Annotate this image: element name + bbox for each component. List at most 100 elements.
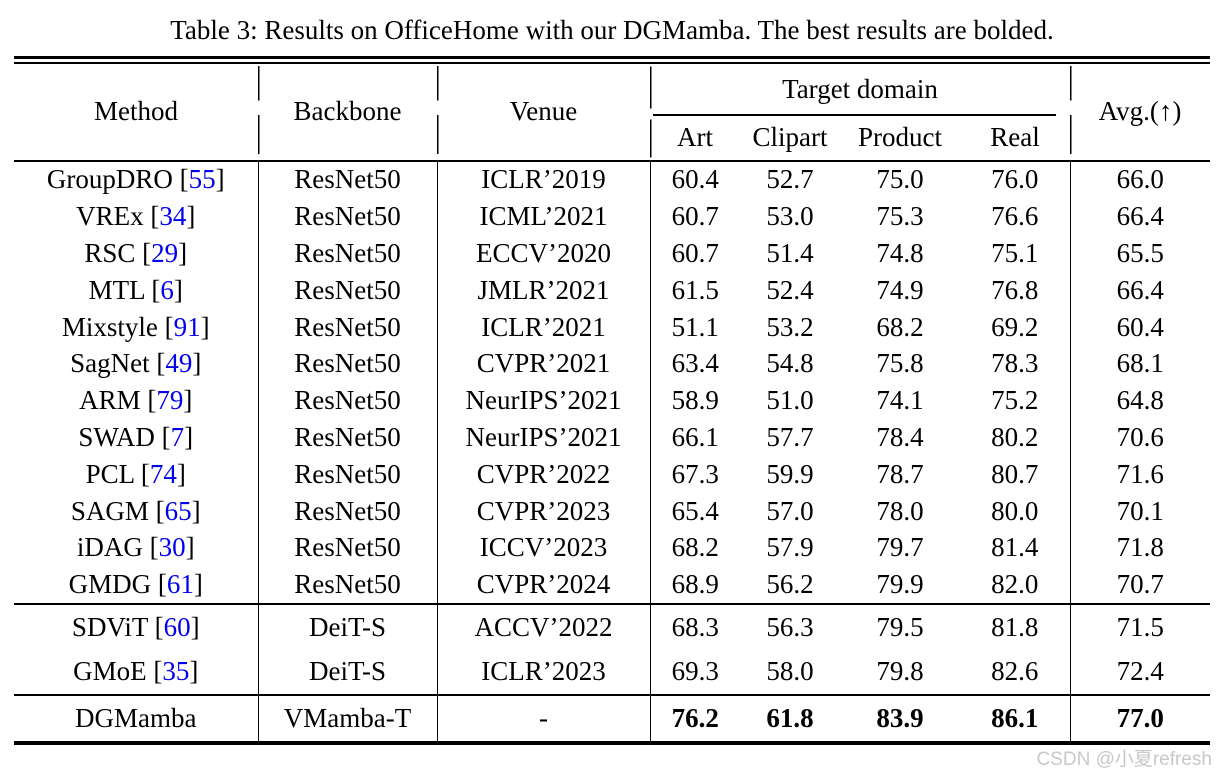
rule-top-line-2 <box>14 61 1210 64</box>
cell-real: 80.2 <box>991 421 1039 452</box>
cell-backbone: ResNet50 <box>257 455 437 493</box>
citation-link[interactable]: 6 <box>160 274 174 305</box>
cell-venue: ICLR’2023 <box>436 649 650 696</box>
cell-avg: 72.4 <box>1069 649 1211 696</box>
cell-real: 82.6 <box>991 656 1039 687</box>
citation-link[interactable]: 49 <box>165 348 193 379</box>
citation-link[interactable]: 30 <box>158 532 186 563</box>
cell-product: 83.9 <box>840 694 960 746</box>
cell-avg: 77.0 <box>1069 694 1211 746</box>
citation-link[interactable]: 7 <box>170 421 185 452</box>
cell-art: 60.7 <box>649 198 740 236</box>
citation-link[interactable]: 79 <box>156 385 184 416</box>
citation-link[interactable]: 35 <box>162 656 190 687</box>
cell-avg: 65.5 <box>1069 235 1211 272</box>
col-header-target-domain: Target domain <box>650 63 1071 116</box>
cell-avg: 70.6 <box>1069 419 1211 456</box>
cell-backbone: ResNet50 <box>257 492 437 530</box>
cell-art: 60.7 <box>649 235 740 272</box>
cell-real: 76.6 <box>991 201 1039 232</box>
header-row-1: Method Backbone Venue Target domain Avg.… <box>14 63 1211 162</box>
cell-art: 68.9 <box>649 566 740 605</box>
cell-backbone: ResNet50 <box>257 308 437 346</box>
table-row: SAGM [65] ResNet50 CVPR’2023 65.4 57.0 78.0 80… <box>14 492 1211 530</box>
col-header-clipart: Clipart <box>740 115 840 162</box>
table-caption: Table 3: Results on OfficeHome with our … <box>170 15 1054 45</box>
cell-method: SAGM [65] <box>70 495 201 526</box>
cell-method: VREx [34] <box>76 201 196 232</box>
table-row: ARM [79] ResNet50 NeurIPS’2021 58.9 51.0 74.1… <box>14 382 1211 420</box>
citation-link[interactable]: 91 <box>173 311 201 342</box>
table-row: Mixstyle [91] ResNet50 ICLR’2021 51.1 53.2 68… <box>14 308 1211 346</box>
table-row: iDAG [30] ResNet50 ICCV’2023 68.2 57.9 79.7 81… <box>14 529 1211 567</box>
cell-product: 78.4 <box>876 421 924 452</box>
cell-clipart: 56.2 <box>766 569 814 600</box>
cell-art: 66.1 <box>649 419 740 456</box>
cell-product: 75.0 <box>840 159 960 199</box>
cell-real: 75.2 <box>991 385 1039 416</box>
cell-method: SagNet [49] <box>70 348 202 379</box>
citation-link[interactable]: 61 <box>166 569 194 600</box>
citation-link[interactable]: 65 <box>164 495 192 526</box>
table-row: GMDG [61] ResNet50 CVPR’2024 68.9 56.2 79.9 82… <box>14 566 1211 605</box>
cell-art: 68.3 <box>649 603 740 650</box>
citation-link[interactable]: 55 <box>188 164 216 195</box>
cell-method: MTL [6] <box>88 274 183 305</box>
cell-clipart: 59.9 <box>766 458 814 489</box>
cell-method: GMDG [61] <box>68 569 203 600</box>
cell-product: 74.8 <box>876 237 924 268</box>
cell-method: SDViT [60] <box>14 603 258 650</box>
cell-real: 80.0 <box>991 495 1039 526</box>
cell-product: 79.5 <box>840 603 960 650</box>
cell-real: 78.3 <box>991 348 1039 379</box>
cell-product: 79.9 <box>876 569 924 600</box>
cell-venue: ICLR’2021 <box>436 308 650 346</box>
cell-clipart: 57.9 <box>766 532 814 563</box>
cell-avg: 71.6 <box>1069 455 1211 493</box>
cell-art: 67.3 <box>649 455 740 493</box>
cell-real: 76.8 <box>991 274 1039 305</box>
col-header-real: Real <box>960 115 1071 162</box>
cell-art: 69.3 <box>649 649 740 696</box>
cell-venue: NeurIPS’2021 <box>436 419 650 456</box>
cell-real: 69.2 <box>991 311 1039 342</box>
cell-art: 58.9 <box>649 382 740 420</box>
cell-backbone: DeiT-S <box>257 603 437 650</box>
cell-backbone: ResNet50 <box>257 235 437 272</box>
table-row: GroupDRO [55] ResNet50 ICLR’2019 60.4 52.7 75… <box>14 159 1211 199</box>
cell-product: 68.2 <box>876 311 924 342</box>
cell-real: 81.4 <box>991 532 1039 563</box>
cell-venue: CVPR’2024 <box>436 566 650 605</box>
cell-venue: ICLR’2019 <box>436 159 650 199</box>
cell-backbone: DeiT-S <box>257 649 437 696</box>
cell-product: 78.0 <box>876 495 924 526</box>
cell-method: iDAG [30] <box>76 532 195 563</box>
citation-link[interactable]: 34 <box>159 201 187 232</box>
table-row: PCL [74] ResNet50 CVPR’2022 67.3 59.9 78.7 80.… <box>14 455 1211 493</box>
citation-link[interactable]: 74 <box>149 458 177 489</box>
cell-clipart: 56.3 <box>740 603 840 650</box>
table-row: SWAD [7] ResNet50 NeurIPS’2021 66.1 57.7 78.4… <box>14 419 1211 456</box>
cell-art: 61.5 <box>649 271 740 309</box>
cell-backbone: ResNet50 <box>257 382 437 420</box>
cell-backbone: ResNet50 <box>257 345 437 383</box>
table-row: RSC [29] ResNet50 ECCV’2020 60.7 51.4 74.8 75.… <box>14 235 1211 272</box>
cell-clipart: 61.8 <box>740 694 840 746</box>
cell-method: Mixstyle [91] <box>61 311 210 342</box>
cell-real: 86.1 <box>960 694 1071 746</box>
cell-method: GMoE [35] <box>73 656 199 687</box>
citation-link[interactable]: 29 <box>151 237 179 268</box>
cell-real: 80.7 <box>991 458 1039 489</box>
cell-real: 81.8 <box>960 603 1071 650</box>
cell-method: DGMamba <box>14 694 258 746</box>
cell-backbone: ResNet50 <box>257 198 437 236</box>
col-header-avg: Avg.(↑) <box>1070 63 1211 162</box>
citation-link[interactable]: 60 <box>163 611 191 642</box>
cell-art: 51.1 <box>649 308 740 346</box>
cell-art: 63.4 <box>649 345 740 383</box>
cell-art: 60.4 <box>649 159 740 199</box>
cell-venue: NeurIPS’2021 <box>436 382 650 420</box>
cell-clipart: 53.0 <box>766 201 814 232</box>
cell-product: 79.8 <box>876 656 924 687</box>
